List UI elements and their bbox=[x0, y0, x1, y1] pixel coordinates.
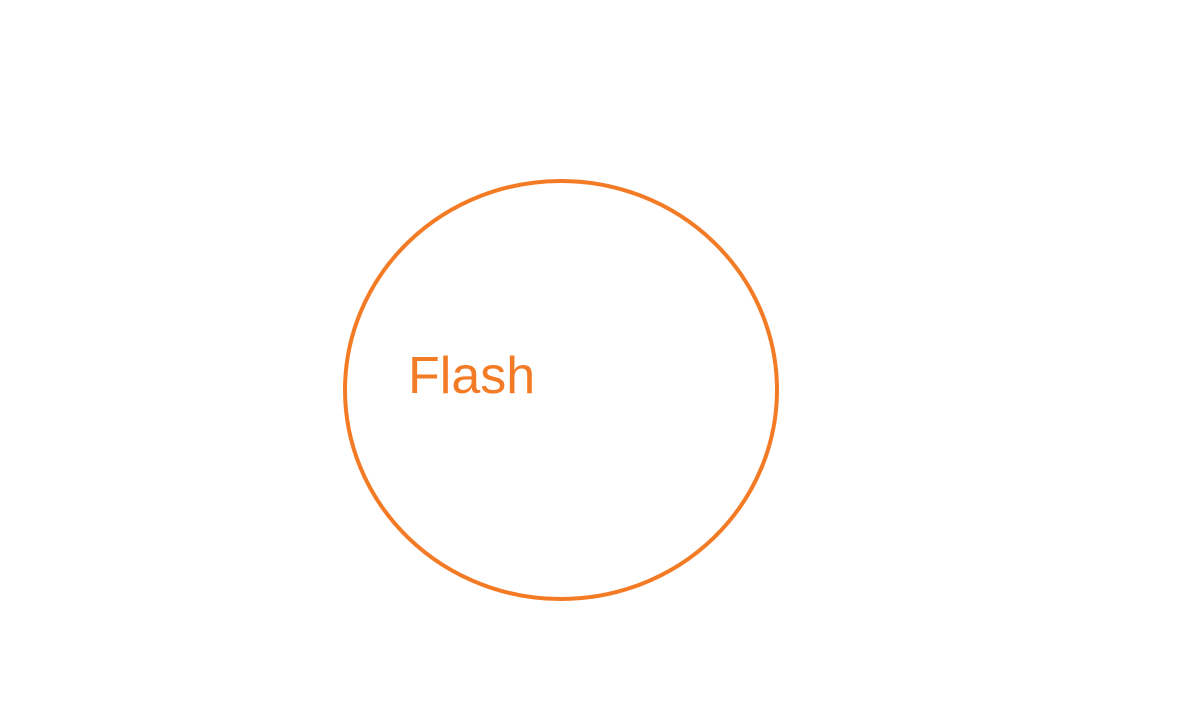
flash-circle bbox=[343, 179, 779, 601]
circle-label: Flash bbox=[408, 347, 535, 405]
